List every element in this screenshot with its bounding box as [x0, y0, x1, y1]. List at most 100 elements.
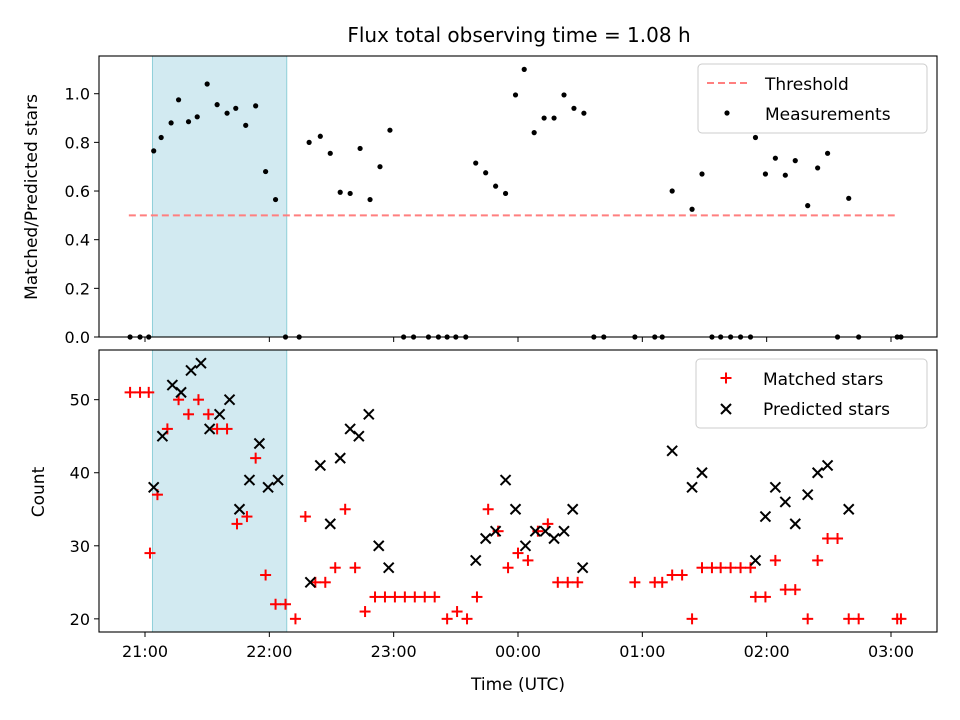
measurement-point	[762, 171, 769, 177]
measurement-point	[473, 160, 479, 166]
x-tick-label: 21:00	[122, 642, 168, 661]
matched-point	[211, 423, 223, 435]
measurement-point	[214, 102, 220, 108]
x-tick-label: 23:00	[371, 642, 417, 661]
measurement-point	[158, 134, 164, 141]
measurement-point	[772, 155, 778, 161]
measurement-point	[493, 183, 499, 189]
predicted-point	[509, 503, 522, 515]
measurement-point	[233, 105, 239, 111]
y-tick-label: 1.0	[65, 85, 90, 104]
predicted-point	[147, 481, 160, 494]
matched-point	[552, 576, 564, 588]
matched-point	[369, 591, 381, 603]
measurement-point	[699, 171, 705, 177]
matched-point	[676, 569, 688, 581]
matched-point	[359, 606, 371, 618]
predicted-point	[175, 386, 187, 399]
predicted-point	[213, 408, 226, 420]
predicted-point	[353, 430, 365, 442]
measurement-point	[151, 148, 157, 154]
count-y-axis-label: Count	[29, 466, 49, 517]
matched-point	[802, 613, 814, 625]
predicted-point	[789, 518, 801, 530]
matched-point	[759, 591, 771, 603]
x-tick-label: 00:00	[495, 642, 541, 661]
measurement-point	[846, 195, 852, 201]
predicted-point	[195, 357, 207, 369]
matched-point	[471, 591, 483, 603]
matched-point	[260, 569, 272, 581]
matched-point	[221, 423, 233, 435]
matched-point	[895, 613, 907, 625]
matched-point	[419, 591, 431, 603]
predicted-point	[470, 554, 482, 567]
y-tick-label: 20	[70, 610, 90, 629]
predicted-point	[779, 496, 792, 508]
matched-point	[231, 518, 243, 530]
measurement-point	[581, 110, 587, 116]
legend-predicted-swatch	[720, 403, 732, 415]
matched-point	[745, 562, 757, 574]
predicted-point	[373, 540, 385, 552]
predicted-point	[499, 474, 512, 486]
matched-point	[522, 554, 534, 566]
predicted-point	[801, 488, 814, 501]
matched-point	[144, 547, 156, 559]
count-panel: 20 30 40 50 21:00 22:00 23:00 00:00 01:00 02:00 0…	[29, 349, 938, 695]
measurement-point	[792, 158, 798, 164]
predicted-point	[156, 430, 169, 442]
predicted-point	[843, 503, 855, 515]
predicted-point	[243, 474, 256, 486]
matched-point	[843, 613, 855, 625]
predicted-point	[304, 576, 317, 589]
ratio-legend: Threshold Measurements	[697, 63, 928, 134]
y-tick-label: 0.0	[65, 328, 90, 347]
predicted-point	[223, 393, 236, 406]
matched-point	[656, 576, 668, 588]
predicted-point	[363, 408, 375, 420]
legend-matched-swatch	[720, 372, 732, 384]
measurement-point	[204, 81, 210, 87]
measurement-point	[502, 190, 509, 197]
predicted-point	[519, 540, 532, 552]
matched-point	[822, 532, 834, 544]
measurement-point	[357, 145, 363, 152]
ratio-legend-box	[697, 63, 928, 134]
matched-point	[451, 606, 463, 618]
measurement-point	[551, 115, 557, 121]
matched-point	[409, 591, 421, 603]
matched-point	[124, 386, 136, 398]
matched-point	[502, 562, 514, 574]
measurement-point	[194, 114, 200, 120]
matched-point	[482, 503, 494, 515]
matched-point	[572, 576, 584, 588]
matched-point	[686, 613, 698, 625]
x-tick-label: 03:00	[868, 642, 914, 661]
predicted-point	[666, 445, 678, 457]
predicted-point	[203, 423, 216, 435]
measurement-point	[561, 92, 567, 98]
matched-point	[735, 562, 747, 574]
x-tick-label: 22:00	[246, 642, 292, 661]
measurement-point	[243, 122, 249, 128]
y-tick-label: 30	[70, 537, 90, 556]
matched-point	[512, 547, 524, 559]
predicted-point	[233, 503, 246, 515]
predicted-point	[821, 459, 834, 472]
predicted-point	[759, 510, 772, 523]
measurement-point	[531, 130, 537, 136]
predicted-point	[272, 474, 284, 486]
y-tick-label: 0.4	[65, 231, 90, 250]
predicted-point	[334, 452, 346, 464]
measurement-point	[306, 139, 312, 145]
matched-point	[183, 408, 195, 420]
ratio-x-ticks	[144, 337, 892, 342]
matched-point	[696, 562, 708, 574]
measurement-point	[483, 170, 489, 176]
measurement-point	[337, 189, 343, 195]
matched-point	[666, 569, 678, 581]
measurement-point	[347, 190, 353, 197]
observing-window-shade	[151, 55, 288, 338]
